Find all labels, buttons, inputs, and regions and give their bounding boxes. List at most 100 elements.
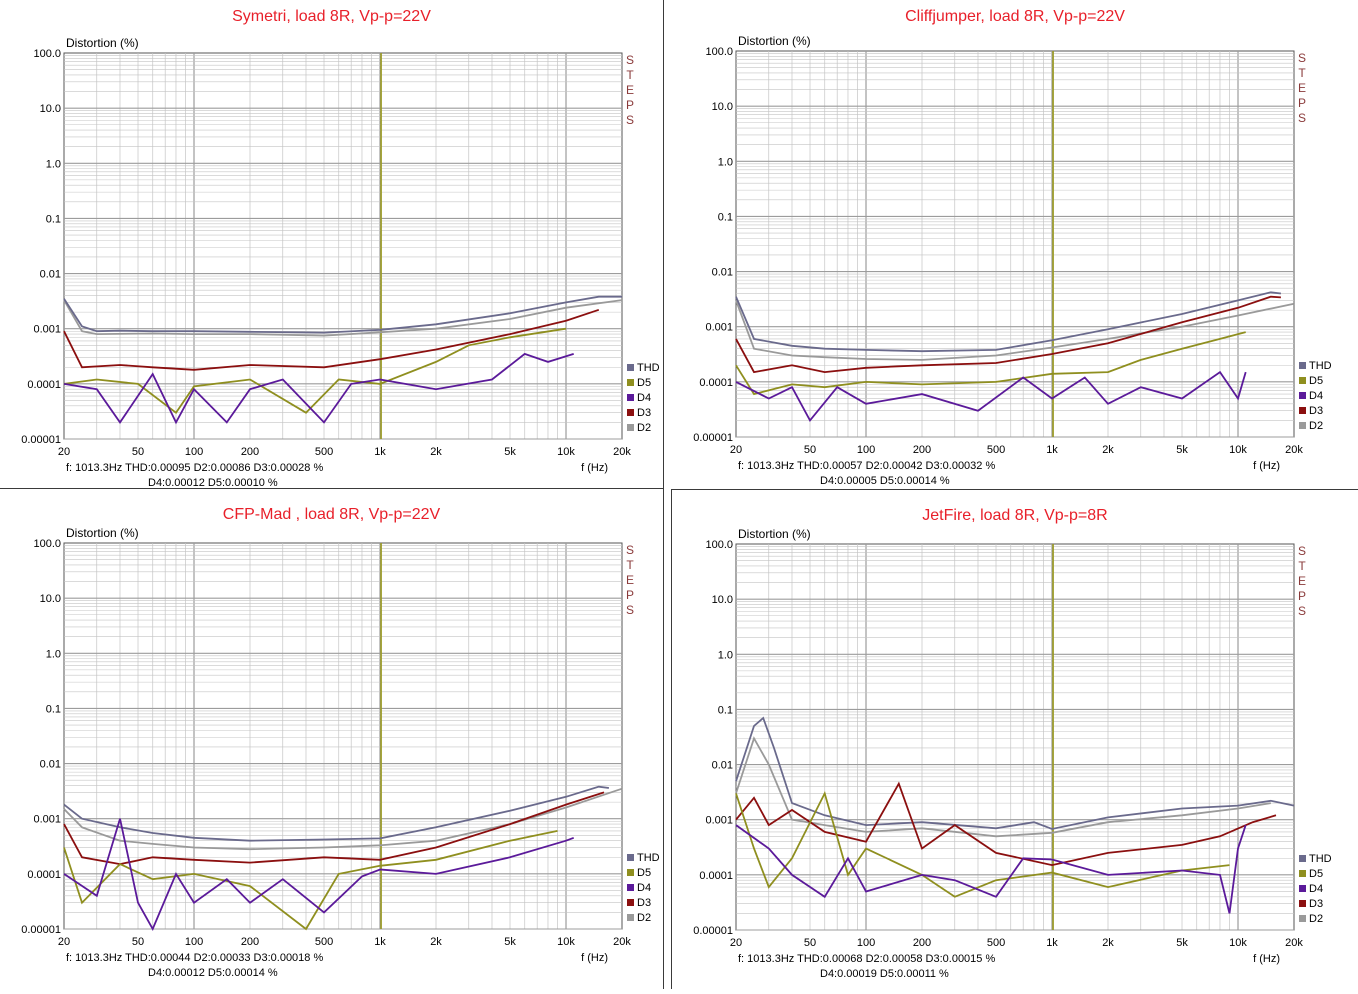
y-tick-label: 0.001 xyxy=(705,815,733,827)
series-line-d4 xyxy=(735,370,1247,423)
distortion-chart: Distortion (%) 100.0 10.0 1.0 0.1 0.01 0.001 0.… xyxy=(693,527,1331,980)
y-tick-label: 0.01 xyxy=(40,269,61,281)
grid xyxy=(64,543,622,930)
x-tick-label: 20k xyxy=(613,936,631,948)
y-tick-label: 0.00001 xyxy=(693,432,733,444)
y-axis-label: Distortion (%) xyxy=(66,526,139,540)
x-tick-label: 5k xyxy=(1176,937,1188,949)
steps-label-char: S xyxy=(1298,51,1306,65)
y-axis-label: Distortion (%) xyxy=(66,36,139,50)
y-tick-label: 1.0 xyxy=(718,156,733,168)
x-tick-label: 2k xyxy=(430,936,442,948)
series-line-d3 xyxy=(63,791,605,866)
x-tick-label: 20 xyxy=(58,936,70,948)
x-tick-label: 200 xyxy=(913,444,931,456)
readout-line-1: f: 1013.3Hz THD:0.00044 D2:0.00033 D3:0.… xyxy=(66,952,323,964)
steps-label-char: S xyxy=(1298,604,1306,618)
readout-line-2: D4:0.00012 D5:0.00014 % xyxy=(148,967,278,979)
legend-label-d4: D4 xyxy=(1309,390,1323,402)
legend-swatch-d5 xyxy=(1299,870,1306,877)
x-tick-label: 20k xyxy=(1285,937,1303,949)
steps-label-char: T xyxy=(626,68,634,82)
vertical-divider-bottom-left xyxy=(663,488,664,989)
legend-label-thd: THD xyxy=(1309,360,1332,372)
x-tick-label: 100 xyxy=(185,446,203,458)
x-tick-label: 20k xyxy=(613,446,631,458)
legend-label-thd: THD xyxy=(637,852,660,864)
y-tick-label: 100.0 xyxy=(33,538,61,550)
legend-swatch-d4 xyxy=(627,884,634,891)
y-tick-label: 0.01 xyxy=(40,759,61,771)
x-tick-label: 1k xyxy=(1046,937,1058,949)
x-tick-label: 5k xyxy=(504,446,516,458)
x-tick-label: 200 xyxy=(241,936,259,948)
y-tick-label: 10.0 xyxy=(40,103,61,115)
y-tick-label: 0.0001 xyxy=(27,869,61,881)
distortion-chart: Distortion (%) 100.0 10.0 1.0 0.1 0.01 0.001 0.… xyxy=(21,36,659,489)
readout-line-2: D4:0.00019 D5:0.00011 % xyxy=(820,968,949,980)
y-tick-label: 0.001 xyxy=(33,324,61,336)
y-tick-label: 10.0 xyxy=(40,593,61,605)
legend-label-d4: D4 xyxy=(637,392,651,404)
steps-label-char: P xyxy=(1298,589,1306,603)
y-tick-label: 1.0 xyxy=(46,648,61,660)
panel-symetri: Symetri, load 8R, Vp-p=22V Distortion (%… xyxy=(0,0,663,489)
legend-label-d2: D2 xyxy=(637,912,651,924)
steps-label-char: S xyxy=(626,113,634,127)
x-tick-label: 1k xyxy=(374,936,386,948)
legend-swatch-thd xyxy=(627,364,634,371)
steps-label-char: S xyxy=(626,543,634,557)
x-tick-label: 200 xyxy=(241,446,259,458)
steps-label-char: E xyxy=(626,573,634,587)
grid xyxy=(64,53,622,440)
x-tick-label: 1k xyxy=(1046,444,1058,456)
steps-label-char: T xyxy=(1298,66,1306,80)
plot-area xyxy=(735,50,1295,438)
x-tick-label: 50 xyxy=(804,937,816,949)
middle-divider-right xyxy=(671,489,1358,490)
legend-label-d3: D3 xyxy=(637,897,651,909)
series-line-d2 xyxy=(63,299,623,337)
legend-swatch-d5 xyxy=(627,869,634,876)
x-tick-label: 20k xyxy=(1285,444,1303,456)
x-tick-label: 100 xyxy=(857,937,875,949)
y-tick-label: 100.0 xyxy=(705,539,733,551)
series-line-d5 xyxy=(63,830,558,931)
legend-label-d4: D4 xyxy=(1309,883,1323,895)
legend-label-d3: D3 xyxy=(1309,898,1323,910)
y-tick-label: 0.00001 xyxy=(693,925,733,937)
x-tick-label: 10k xyxy=(1229,444,1247,456)
y-tick-label: 0.01 xyxy=(712,267,733,279)
legend-swatch-d5 xyxy=(1299,377,1306,384)
x-axis-label: f (Hz) xyxy=(1253,460,1280,472)
y-tick-label: 0.1 xyxy=(46,213,61,225)
series-line-d5 xyxy=(735,331,1246,396)
y-tick-label: 0.0001 xyxy=(699,377,733,389)
readout-line-2: D4:0.00005 D5:0.00014 % xyxy=(820,475,950,487)
legend-label-d5: D5 xyxy=(1309,868,1323,880)
readout-line-1: f: 1013.3Hz THD:0.00095 D2:0.00086 D3:0.… xyxy=(66,462,323,474)
x-tick-label: 5k xyxy=(504,936,516,948)
vertical-divider-top xyxy=(663,0,664,488)
y-tick-label: 0.01 xyxy=(712,760,733,772)
readout-line-1: f: 1013.3Hz THD:0.00068 D2:0.00058 D3:0.… xyxy=(738,953,995,965)
y-tick-label: 0.001 xyxy=(33,814,61,826)
x-tick-label: 1k xyxy=(374,446,386,458)
x-tick-label: 500 xyxy=(315,446,333,458)
x-axis-label: f (Hz) xyxy=(1253,953,1280,965)
legend-swatch-d3 xyxy=(1299,900,1306,907)
chart-title: JetFire, load 8R, Vp-p=8R xyxy=(922,507,1108,524)
steps-label-char: E xyxy=(626,83,634,97)
series-line-d3 xyxy=(735,781,1277,867)
legend-swatch-d2 xyxy=(627,914,634,921)
y-tick-label: 10.0 xyxy=(712,101,733,113)
legend-swatch-d2 xyxy=(1299,915,1306,922)
steps-label-char: S xyxy=(1298,111,1306,125)
legend-label-d4: D4 xyxy=(637,882,651,894)
y-axis-label: Distortion (%) xyxy=(738,34,811,48)
y-tick-label: 1.0 xyxy=(46,158,61,170)
legend-label-d3: D3 xyxy=(637,407,651,419)
x-tick-label: 20 xyxy=(730,937,742,949)
y-tick-label: 0.00001 xyxy=(21,924,61,936)
y-tick-label: 0.1 xyxy=(46,703,61,715)
